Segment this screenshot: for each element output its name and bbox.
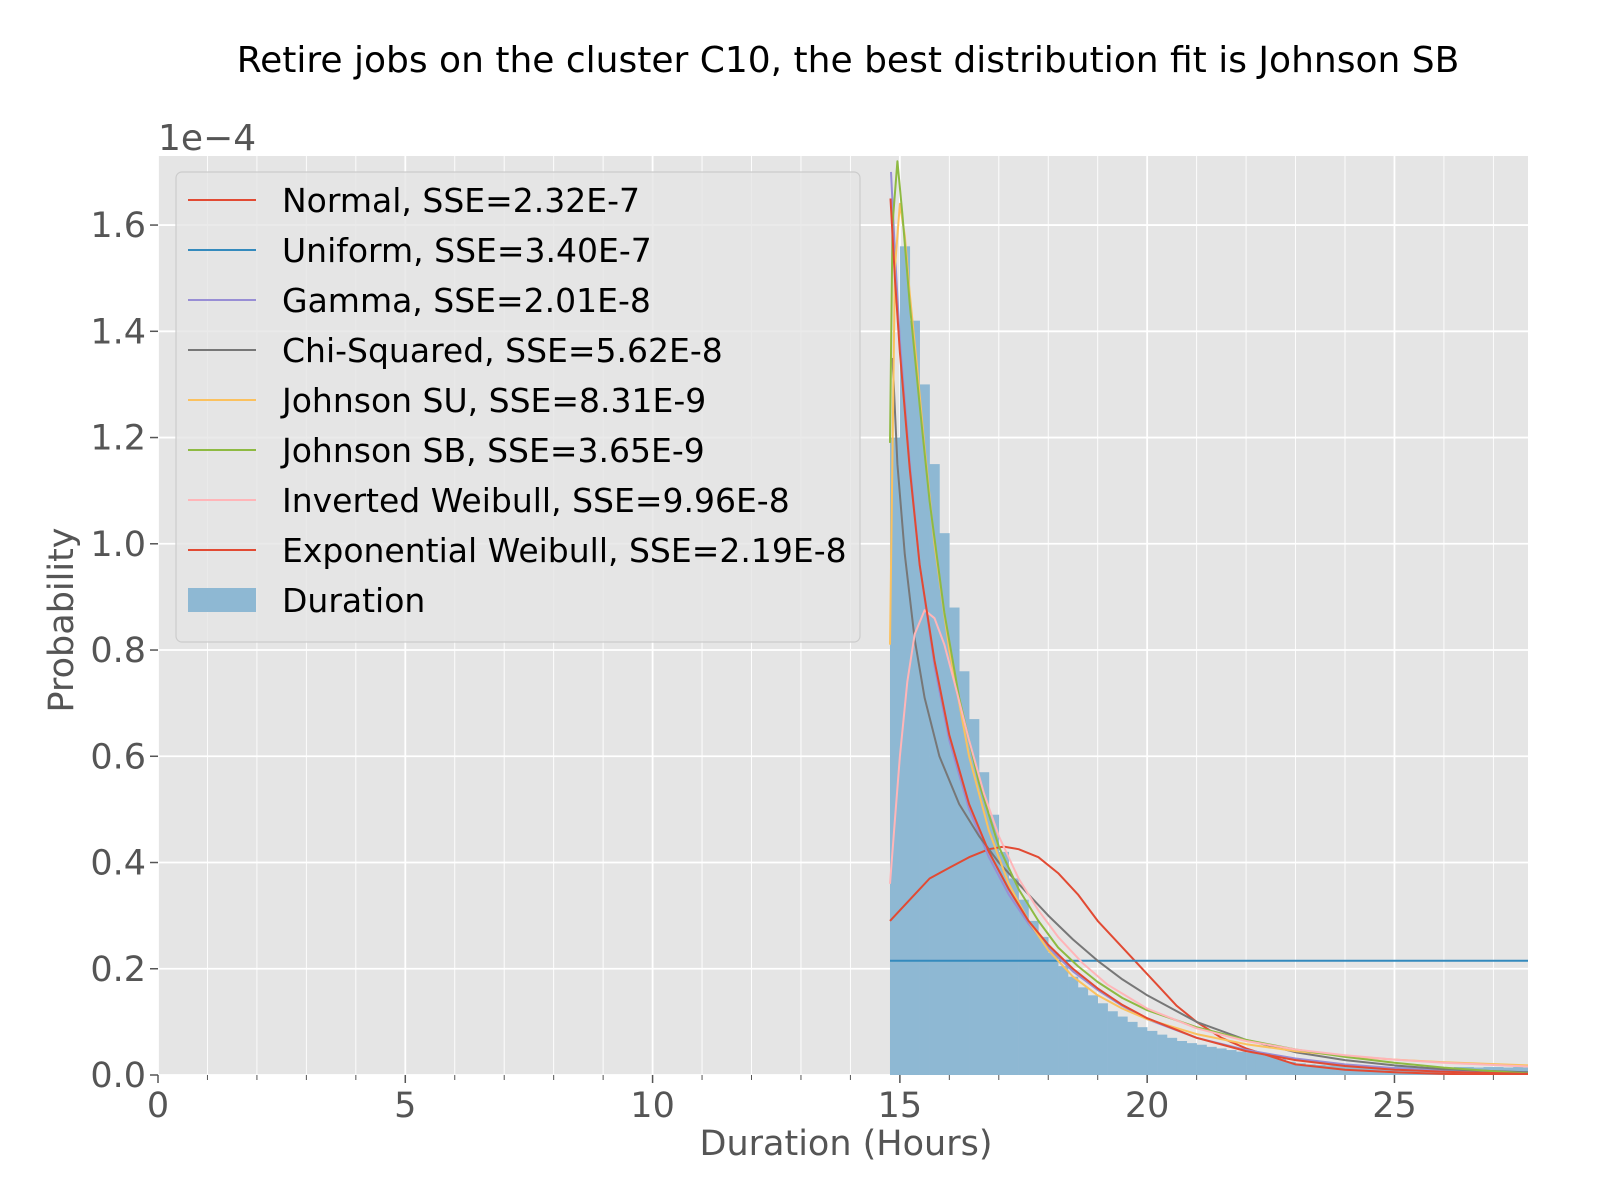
histogram-bar: [1335, 1065, 1346, 1075]
y-tick-label: 1.0: [90, 525, 146, 565]
histogram-bar: [1196, 1044, 1207, 1075]
y-tick-label: 0.4: [90, 844, 146, 884]
series-lines: [889, 160, 1528, 1075]
histogram-bar: [1157, 1034, 1168, 1075]
histogram-bar: [1068, 976, 1079, 1075]
x-tick-label: 20: [1125, 1086, 1170, 1126]
histogram-bar: [1038, 936, 1049, 1075]
legend-label: Duration: [282, 581, 425, 620]
histogram-bar: [979, 772, 990, 1075]
histogram-bar: [1285, 1061, 1296, 1075]
histogram-bar: [1137, 1027, 1148, 1075]
histogram-bar: [1275, 1059, 1286, 1075]
histogram-bar: [1206, 1046, 1217, 1075]
series-line-chi-squared: [891, 357, 1528, 1074]
histogram-bar: [1265, 1055, 1277, 1075]
legend-swatch-histogram: [188, 588, 256, 612]
chart-title: Retire jobs on the cluster C10, the best…: [237, 40, 1460, 81]
legend-label: Uniform, SSE=3.40E-7: [282, 231, 652, 270]
histogram-bar: [899, 246, 911, 1075]
histogram-bar: [939, 533, 950, 1075]
histogram-bar: [1166, 1037, 1178, 1075]
legend-label: Normal, SSE=2.32E-7: [282, 181, 640, 220]
x-tick-label: 10: [630, 1086, 675, 1126]
histogram-bar: [1018, 899, 1029, 1075]
legend-box: [175, 171, 861, 643]
histogram-bar: [929, 464, 940, 1075]
x-axis-label: Duration (Hours): [700, 1124, 993, 1164]
histogram: [889, 246, 1528, 1075]
y-tick-label: 1.4: [90, 312, 146, 352]
histogram-bar: [909, 320, 920, 1075]
histogram-bar: [889, 437, 901, 1075]
histogram-bar: [1107, 1011, 1118, 1075]
histogram-bar: [1295, 1063, 1306, 1075]
histogram-bar: [1246, 1052, 1257, 1075]
histogram-bar: [1127, 1021, 1138, 1075]
histogram-bar: [1028, 920, 1039, 1075]
y-offset-label: 1e−4: [158, 118, 256, 159]
histogram-bar: [1305, 1064, 1316, 1075]
histogram-bar: [1384, 1067, 1395, 1075]
histogram-bar: [1255, 1053, 1267, 1075]
y-tick-label: 0.8: [90, 631, 146, 671]
series-line-exponential-weibull: [889, 198, 1528, 1075]
x-tick-label: 0: [147, 1086, 169, 1126]
legend-label: Johnson SU, SSE=8.31E-9: [280, 381, 706, 420]
histogram-bar: [1117, 1016, 1128, 1075]
histogram-bar: [969, 719, 980, 1075]
legend-label: Chi-Squared, SSE=5.62E-8: [282, 331, 723, 370]
histogram-bar: [919, 384, 930, 1075]
histogram-bar: [998, 851, 1009, 1075]
y-tick-label: 0.6: [90, 737, 146, 777]
histogram-bar: [1236, 1051, 1247, 1075]
histogram-bar: [1147, 1030, 1158, 1075]
x-tick-label: 15: [878, 1086, 923, 1126]
histogram-bar: [959, 671, 970, 1075]
histogram-bar: [949, 607, 960, 1075]
legend-label: Gamma, SSE=2.01E-8: [282, 281, 651, 320]
histogram-bar: [988, 814, 1000, 1075]
series-line-johnson-sb: [889, 160, 1528, 1075]
legend: Normal, SSE=2.32E-7 Uniform, SSE=3.40E-7 G…: [175, 171, 861, 643]
histogram-bar: [1226, 1050, 1237, 1075]
y-tick-label: 1.2: [90, 419, 146, 459]
legend-label: Johnson SB, SSE=3.65E-9: [280, 431, 705, 470]
y-axis-label: Probability: [42, 527, 82, 712]
x-tick-label: 25: [1372, 1086, 1417, 1126]
legend-label: Inverted Weibull, SSE=9.96E-8: [282, 481, 790, 520]
legend-label: Exponential Weibull, SSE=2.19E-8: [282, 531, 847, 570]
histogram-bar: [1077, 987, 1089, 1075]
y-tick-label: 0.0: [90, 1056, 146, 1096]
histogram-bar: [1186, 1043, 1197, 1075]
histogram-bar: [1087, 995, 1099, 1075]
histogram-bar: [1216, 1048, 1227, 1075]
histogram-bar: [1176, 1041, 1188, 1075]
histogram-bar: [1315, 1064, 1326, 1075]
histogram-bar: [1058, 966, 1069, 1075]
y-tick-label: 0.2: [90, 950, 146, 990]
histogram-bar: [1097, 1003, 1108, 1075]
histogram-bar: [1048, 952, 1059, 1075]
x-tick-label: 5: [394, 1086, 416, 1126]
series-line-inverted-weibull: [889, 609, 1528, 1068]
series-line-normal: [889, 845, 1528, 1075]
histogram-bar: [1008, 878, 1019, 1075]
histogram-bar: [1325, 1065, 1336, 1075]
y-tick-label: 1.6: [90, 206, 146, 246]
